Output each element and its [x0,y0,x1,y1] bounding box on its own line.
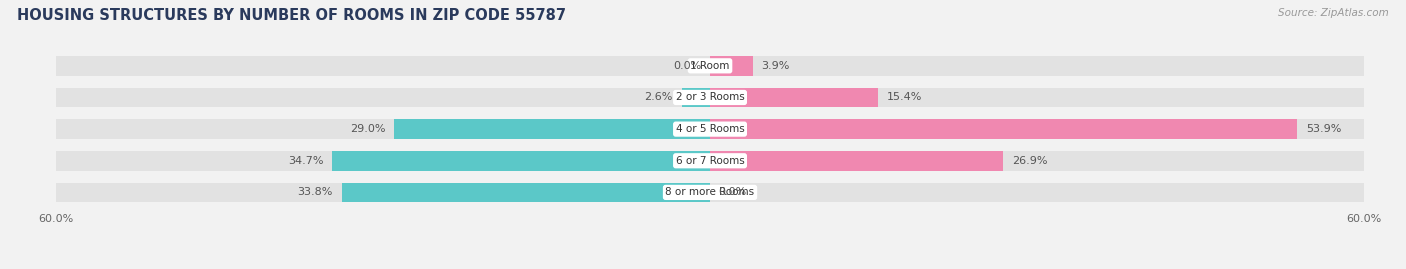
Text: 3.9%: 3.9% [761,61,790,71]
Bar [332,151,710,171]
Text: 26.9%: 26.9% [1012,156,1047,166]
Text: Source: ZipAtlas.com: Source: ZipAtlas.com [1278,8,1389,18]
Bar [682,88,710,107]
Text: 4 or 5 Rooms: 4 or 5 Rooms [676,124,744,134]
Text: 29.0%: 29.0% [350,124,385,134]
Legend: Owner-occupied, Renter-occupied: Owner-occupied, Renter-occupied [579,266,841,269]
Bar [56,56,1364,76]
Text: 33.8%: 33.8% [298,187,333,197]
Bar [56,151,1364,171]
Text: 1 Room: 1 Room [690,61,730,71]
Text: HOUSING STRUCTURES BY NUMBER OF ROOMS IN ZIP CODE 55787: HOUSING STRUCTURES BY NUMBER OF ROOMS IN… [17,8,565,23]
Text: 15.4%: 15.4% [887,93,922,102]
Bar [710,119,1298,139]
Bar [710,56,752,76]
Bar [710,88,877,107]
Bar [56,183,1364,202]
Bar [56,119,1364,139]
Text: 53.9%: 53.9% [1306,124,1341,134]
Text: 0.0%: 0.0% [673,61,702,71]
Bar [710,151,1002,171]
Text: 34.7%: 34.7% [288,156,323,166]
Bar [56,88,1364,107]
Bar [394,119,710,139]
Text: 0.0%: 0.0% [718,187,747,197]
Text: 2.6%: 2.6% [644,93,673,102]
Text: 8 or more Rooms: 8 or more Rooms [665,187,755,197]
Text: 6 or 7 Rooms: 6 or 7 Rooms [676,156,744,166]
Bar [342,183,710,202]
Text: 2 or 3 Rooms: 2 or 3 Rooms [676,93,744,102]
